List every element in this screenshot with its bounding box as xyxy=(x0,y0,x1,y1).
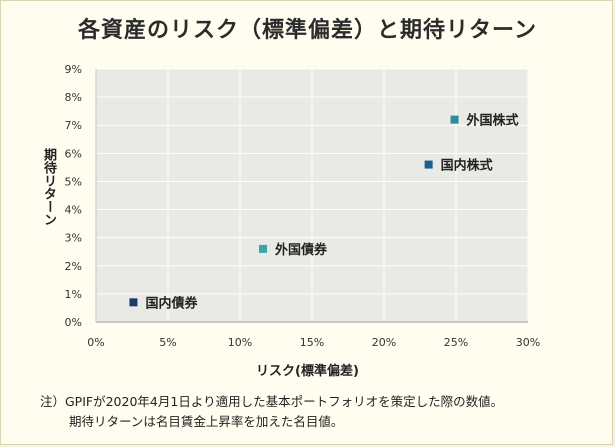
y-tick-label: 0% xyxy=(65,316,82,329)
y-tick-label: 1% xyxy=(65,288,82,301)
data-point xyxy=(424,160,433,169)
y-tick-label: 5% xyxy=(65,175,82,188)
y-tick-label: 9% xyxy=(65,63,82,76)
x-tick-label: 15% xyxy=(300,336,324,349)
x-tick-label: 5% xyxy=(159,336,176,349)
y-tick-label: 7% xyxy=(65,119,82,132)
x-tick-label: 20% xyxy=(372,336,396,349)
y-tick-label: 8% xyxy=(65,91,82,104)
x-tick-label: 25% xyxy=(444,336,468,349)
data-label: 国内債券 xyxy=(145,295,198,311)
y-tick-label: 2% xyxy=(65,260,82,273)
chart-title: 各資産のリスク（標準偏差）と期待リターン xyxy=(78,18,537,43)
footnote: 注）GPIFが2020年4月1日より適用した基本ポートフォリオを策定した際の数値… xyxy=(40,392,503,432)
footnote-line-2: 期待リターンは名目賃金上昇率を加えた名目値。 xyxy=(69,414,344,429)
y-tick-label: 6% xyxy=(65,147,82,160)
x-axis-label: リスク(標準偏差) xyxy=(256,364,359,379)
data-point xyxy=(450,115,459,124)
y-tick-label: 3% xyxy=(65,232,82,245)
y-tick-label: 4% xyxy=(65,204,82,217)
data-label: 外国株式 xyxy=(466,113,519,129)
data-point xyxy=(129,298,138,307)
x-tick-label: 30% xyxy=(516,336,540,349)
y-axis-label: 期待リターン xyxy=(41,148,56,226)
data-label: 国内株式 xyxy=(441,158,493,174)
x-tick-label: 10% xyxy=(228,336,252,349)
x-tick-label: 0% xyxy=(87,336,104,349)
data-point xyxy=(259,244,268,253)
footnote-line-1: 注）GPIFが2020年4月1日より適用した基本ポートフォリオを策定した際の数値… xyxy=(40,394,504,409)
data-label: 外国債券 xyxy=(274,242,328,258)
